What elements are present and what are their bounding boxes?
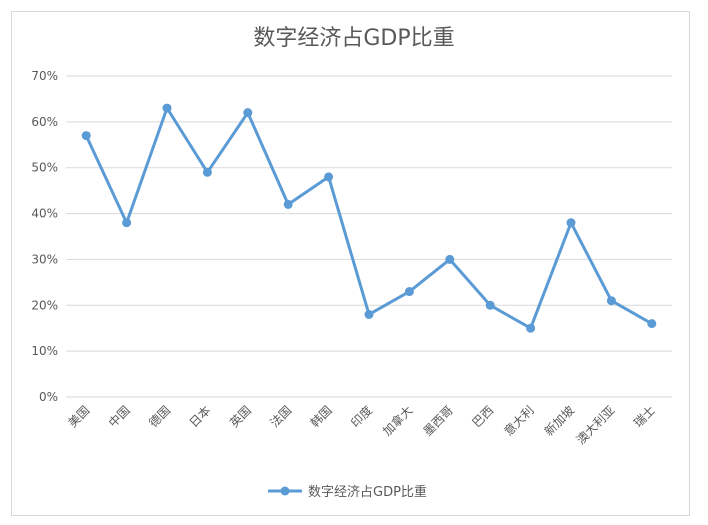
data-point <box>526 323 536 333</box>
y-tick-label: 20% <box>31 298 58 312</box>
data-point <box>364 309 374 319</box>
y-tick-label: 40% <box>31 207 58 221</box>
x-tick-label: 印度 <box>348 403 376 431</box>
x-tick-label: 韩国 <box>307 403 335 431</box>
x-tick-label: 美国 <box>65 403 92 430</box>
legend-label: 数字经济占GDP比重 <box>308 484 427 500</box>
data-point <box>485 300 495 310</box>
y-tick-label: 60% <box>31 115 58 129</box>
gridlines <box>66 75 672 398</box>
data-point <box>445 254 455 264</box>
series-line <box>84 106 653 330</box>
y-tick-label: 70% <box>31 69 58 83</box>
data-point <box>81 131 91 141</box>
x-tick-label: 巴西 <box>469 403 496 430</box>
x-tick-label: 德国 <box>146 403 174 431</box>
data-point <box>243 108 253 118</box>
y-axis-ticks: 0% 10% 20% 30% 40% 50% 60% 70% <box>31 69 58 404</box>
x-tick-label: 意大利 <box>501 403 537 439</box>
chart-title: 数字经济占GDP比重 <box>253 26 454 51</box>
data-point <box>404 287 414 297</box>
data-point <box>202 167 212 177</box>
y-tick-label: 0% <box>39 390 58 404</box>
legend-marker <box>280 486 290 496</box>
data-point <box>283 199 293 209</box>
x-tick-label: 瑞士 <box>631 403 658 430</box>
y-tick-label: 30% <box>31 252 58 266</box>
x-tick-label: 中国 <box>105 403 133 431</box>
x-tick-label: 加拿大 <box>379 403 415 439</box>
data-point <box>647 319 657 329</box>
x-tick-label: 澳大利亚 <box>574 403 618 447</box>
y-tick-label: 10% <box>31 344 58 358</box>
data-point <box>122 218 132 228</box>
data-point <box>324 172 334 182</box>
x-tick-label: 法国 <box>267 403 294 430</box>
x-tick-label: 新加坡 <box>541 403 577 439</box>
x-tick-label: 墨西哥 <box>421 403 456 438</box>
data-point <box>566 218 576 228</box>
x-tick-label: 日本 <box>187 403 214 430</box>
series-group <box>81 103 657 333</box>
data-point <box>162 103 172 113</box>
chart-frame <box>11 11 690 516</box>
legend: 数字经济占GDP比重 <box>268 484 427 500</box>
y-tick-label: 50% <box>31 161 58 175</box>
data-point <box>606 296 616 306</box>
x-tick-label: 英国 <box>227 403 254 430</box>
